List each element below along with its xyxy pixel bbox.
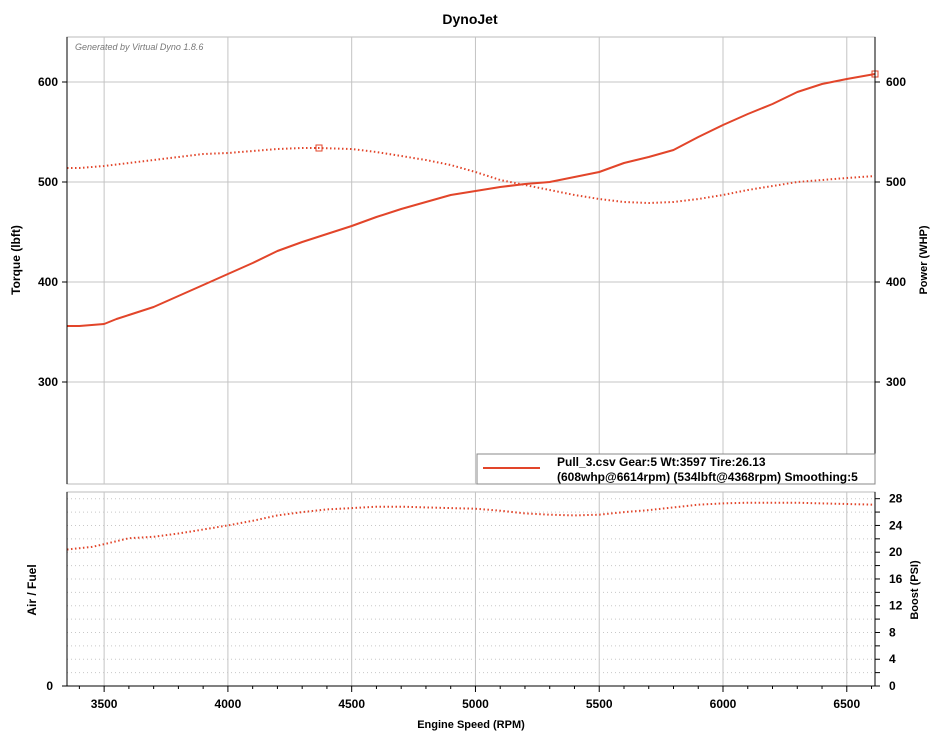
torque-tick-label-300: 300 [38, 375, 58, 389]
x-axis-label: Engine Speed (RPM) [417, 719, 525, 731]
boost-tick-label-24: 24 [889, 518, 903, 532]
top-ticks: 600 500 400 300 600 500 400 300 [38, 75, 906, 389]
bottom-series [66, 501, 876, 551]
air-fuel-tick-label-0: 0 [46, 679, 53, 693]
x-tick-label-5500: 5500 [586, 697, 613, 711]
boost-tick-label-0: 0 [889, 679, 896, 693]
x-ticks: 3500 4000 4500 5000 5500 6000 6500 [78, 686, 873, 711]
x-tick-label-6000: 6000 [710, 697, 737, 711]
y-axis-label-power: Power (WHP) [918, 225, 930, 294]
power-tick-label-300: 300 [886, 375, 906, 389]
top-panel: Generated by Virtual Dyno 1.8.6 600 500 40… [9, 36, 930, 485]
power-tick-label-500: 500 [886, 175, 906, 189]
bottom-panel: 0 4 8 12 16 20 24 28 0 Air / Fuel Boost (PSI) 35… [25, 491, 921, 731]
boost-tick-label-16: 16 [889, 572, 903, 586]
torque-tick-label-600: 600 [38, 75, 58, 89]
legend-line-1: Pull_3.csv Gear:5 Wt:3597 Tire:26.13 [557, 455, 766, 469]
boost-tick-label-28: 28 [889, 492, 903, 506]
watermark: Generated by Virtual Dyno 1.8.6 [75, 42, 203, 52]
torque-tick-label-400: 400 [38, 275, 58, 289]
bottom-ticks: 0 4 8 12 16 20 24 28 0 [46, 492, 902, 693]
legend-box [476, 453, 876, 485]
x-tick-label-5000: 5000 [462, 697, 489, 711]
bottom-plot-area [66, 491, 876, 687]
boost-line [66, 501, 876, 551]
top-grid [67, 37, 875, 484]
power-tick-label-600: 600 [886, 75, 906, 89]
power-tick-label-400: 400 [886, 275, 906, 289]
y-axis-label-torque: Torque (lbft) [9, 225, 23, 295]
x-tick-label-4500: 4500 [338, 697, 365, 711]
bottom-grid [67, 492, 875, 686]
legend-line-2: (608whp@6614rpm) (534lbft@4368rpm) Smoot… [557, 470, 858, 484]
y-axis-label-air-fuel: Air / Fuel [25, 564, 39, 615]
chart-title: DynoJet [442, 11, 498, 27]
y-axis-label-boost: Boost (PSI) [909, 560, 921, 620]
boost-tick-label-4: 4 [889, 652, 896, 666]
boost-tick-label-12: 12 [889, 599, 903, 613]
x-tick-label-4000: 4000 [215, 697, 242, 711]
torque-peak-marker [315, 144, 323, 152]
legend: Pull_3.csv Gear:5 Wt:3597 Tire:26.13 (60… [476, 453, 876, 485]
torque-tick-label-500: 500 [38, 175, 58, 189]
x-tick-label-6500: 6500 [833, 697, 860, 711]
boost-tick-label-20: 20 [889, 545, 903, 559]
top-plot-area [66, 36, 876, 485]
x-tick-label-3500: 3500 [91, 697, 118, 711]
torque-line [67, 147, 876, 204]
power-line [67, 73, 876, 327]
top-series [67, 70, 879, 327]
boost-tick-label-8: 8 [889, 625, 896, 639]
